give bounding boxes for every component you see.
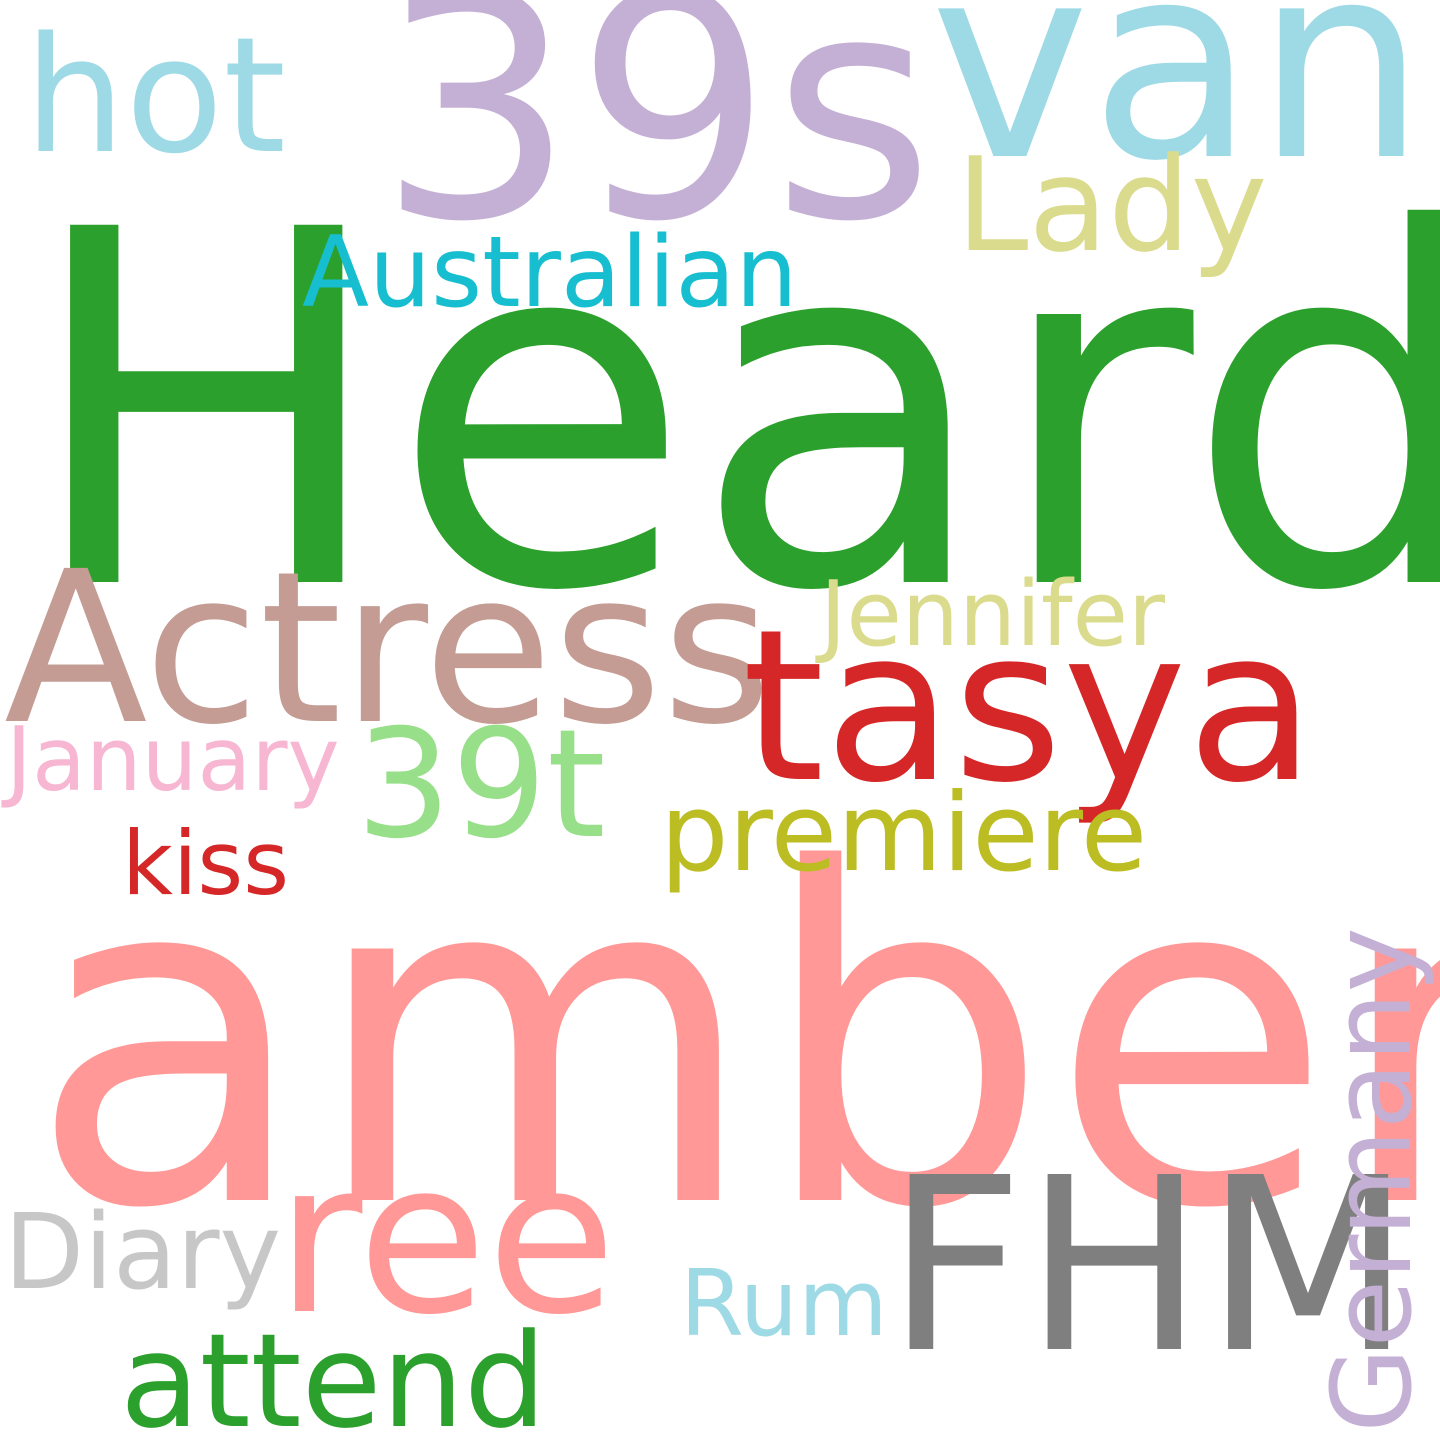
word-actress: Actress: [4, 526, 772, 771]
word-39t: 39t: [356, 698, 606, 872]
word-jennifer: Jennifer: [820, 562, 1166, 667]
word-amber: amber: [28, 774, 1440, 1309]
word-hot: hot: [24, 2, 287, 189]
word-rum: Rum: [680, 1250, 888, 1357]
word-diary: Diary: [4, 1191, 282, 1313]
word-ree: ree: [276, 1116, 617, 1361]
word-heard: Heard: [22, 127, 1440, 698]
word-attend: attend: [120, 1305, 547, 1440]
word-kiss: kiss: [122, 812, 290, 915]
word-tasya: tasya: [742, 584, 1316, 829]
word-premiere: premiere: [660, 771, 1148, 896]
word-australian: Australian: [302, 216, 798, 330]
word-germany: Germany: [1308, 927, 1436, 1433]
word-fhm: FHM: [886, 1126, 1412, 1406]
word-39s: 39s: [378, 0, 934, 290]
word-lady: Lady: [956, 129, 1268, 281]
word-january: January: [6, 708, 340, 811]
word-van: van: [930, 0, 1427, 220]
